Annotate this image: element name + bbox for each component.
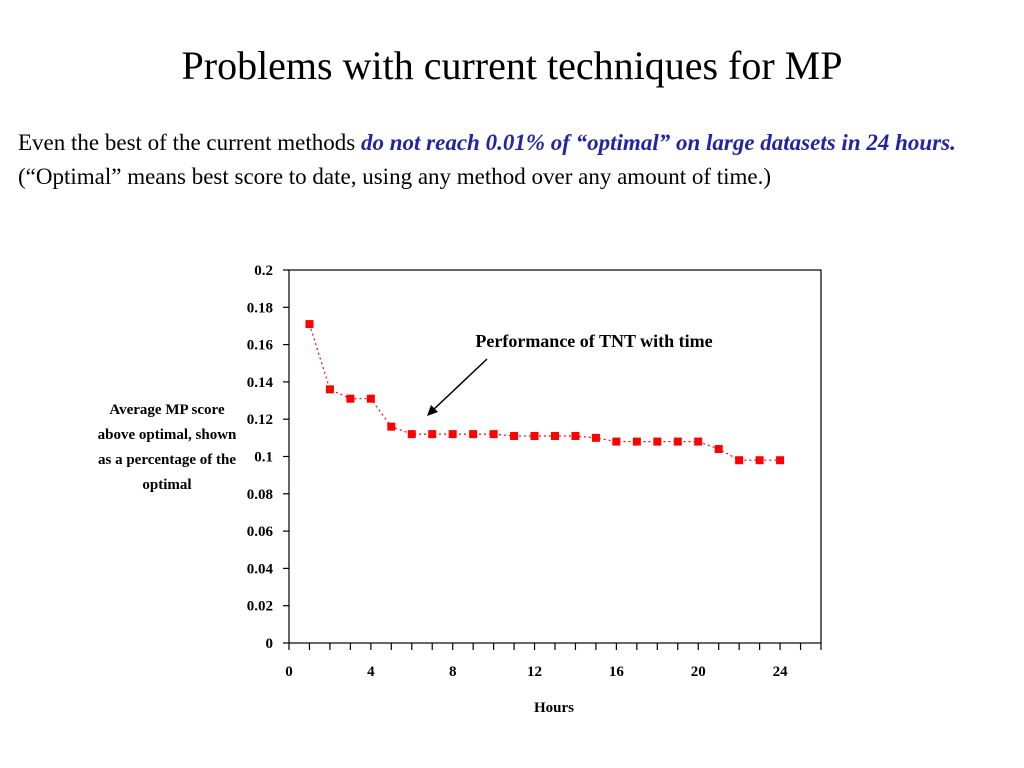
data-point	[325, 385, 334, 394]
x-tick-label: 20	[691, 664, 706, 680]
annotation-arrow-line	[431, 358, 488, 412]
data-point	[366, 394, 375, 403]
x-tick-label: 8	[449, 664, 457, 680]
y-tick-label: 0.06	[247, 524, 274, 540]
annotation-label: Performance of TNT with time	[475, 331, 712, 351]
series-line	[308, 323, 781, 461]
data-point	[346, 394, 355, 403]
data-point	[735, 456, 744, 465]
data-point	[387, 422, 396, 431]
data-point	[428, 430, 437, 439]
data-point	[489, 430, 498, 439]
x-tick-label: 24	[773, 664, 789, 680]
data-point	[694, 437, 703, 446]
data-point	[653, 437, 662, 446]
x-tick-label: 0	[285, 664, 293, 680]
data-point	[530, 431, 539, 440]
data-point	[612, 437, 621, 446]
data-point	[305, 320, 314, 329]
data-point	[469, 430, 478, 439]
data-point	[510, 431, 519, 440]
data-point	[407, 430, 416, 439]
x-axis: 0 4 8 12 16 20 24	[285, 643, 822, 680]
data-point	[551, 431, 559, 440]
annotation-arrowhead	[427, 405, 438, 416]
data-point	[591, 433, 600, 442]
x-tick-label: 16	[609, 664, 625, 680]
data-point	[714, 445, 723, 454]
y-tick-label: 0.04	[247, 561, 274, 577]
y-tick-label: 0.12	[247, 412, 273, 428]
body-paragraph: Even the best of the current methods do …	[18, 126, 1008, 194]
y-tick-label: 0	[266, 636, 274, 652]
data-point	[448, 430, 457, 439]
data-point	[571, 431, 580, 440]
y-tick-label: 0.18	[247, 300, 273, 316]
y-tick-label: 0.02	[247, 599, 273, 615]
x-tick-label: 12	[527, 664, 542, 680]
y-tick-label: 0.14	[247, 375, 274, 391]
body-text-before: Even the best of the current methods	[18, 130, 361, 155]
data-point	[673, 437, 682, 446]
y-axis-label: Average MP score above optimal, shown as…	[97, 402, 237, 493]
y-tick-label: 0.2	[254, 263, 273, 279]
x-axis-label: Hours	[534, 700, 574, 716]
data-point	[632, 437, 641, 446]
data-point	[755, 456, 764, 465]
y-tick-label: 0.08	[247, 487, 273, 503]
y-tick-label: 0.16	[247, 338, 274, 354]
body-text-after: (“Optimal” means best score to date, usi…	[18, 164, 772, 189]
slide-title: Problems with current techniques for MP	[181, 43, 843, 88]
data-point	[776, 456, 785, 465]
body-text-emphasis: do not reach 0.01% of “optimal” on large…	[360, 130, 956, 155]
y-tick-label: 0.1	[254, 450, 273, 466]
x-tick-label: 4	[367, 664, 375, 680]
y-axis: 0 0.02 0.04 0.06 0.08 0.1 0.12 0.14 0.16 0.18 0.2	[247, 263, 289, 652]
series-points	[305, 320, 785, 465]
